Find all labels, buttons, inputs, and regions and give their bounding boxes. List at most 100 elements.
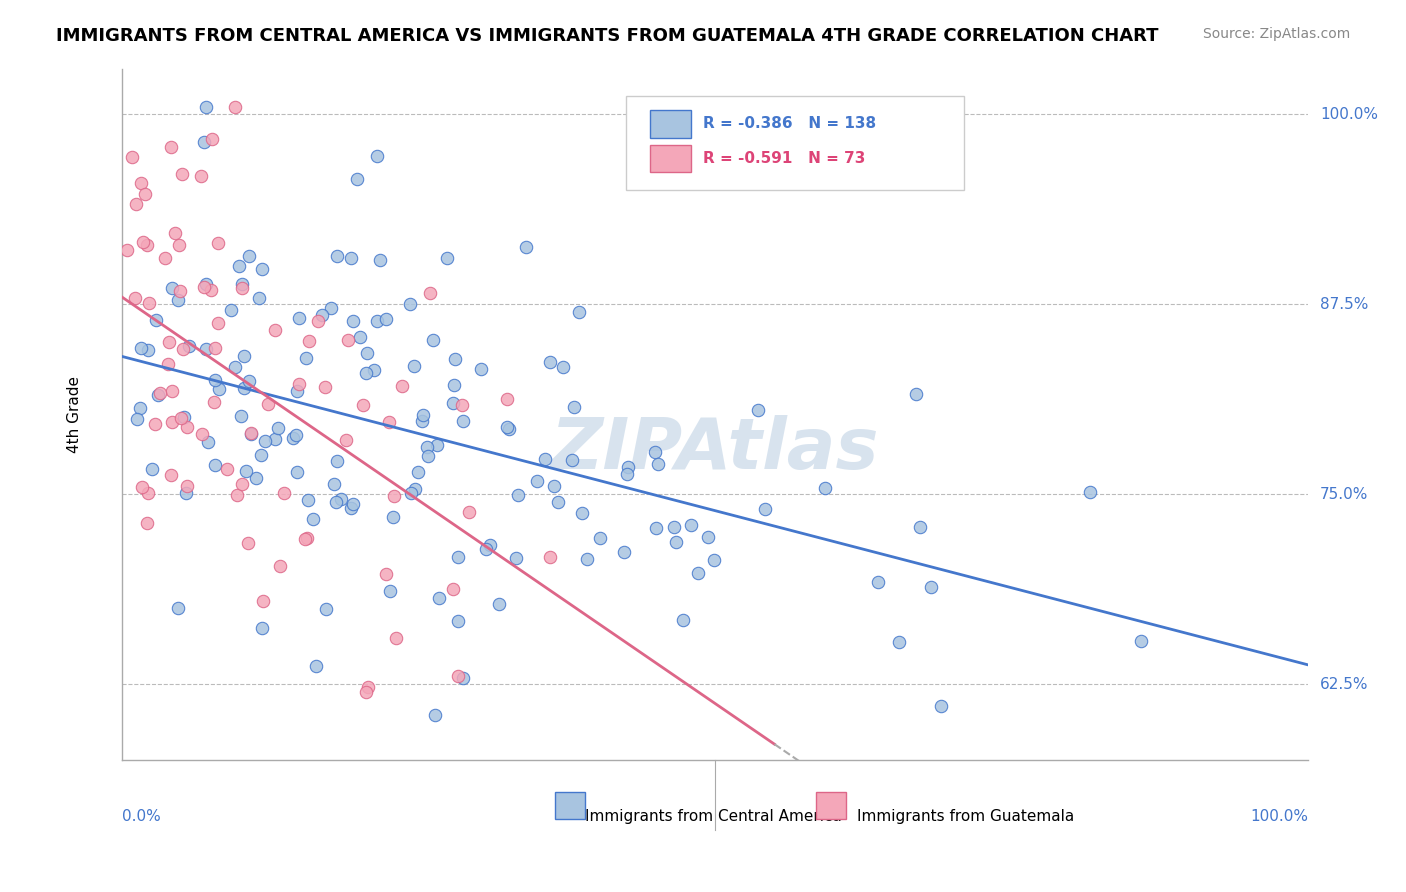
Point [252,621,274,635]
Point [163,226,186,240]
Point [128,401,150,416]
Point [219,302,242,317]
Point [315,601,337,615]
Point [645,521,668,535]
Point [190,169,212,183]
Point [226,487,249,501]
Point [217,461,239,475]
Point [267,421,290,435]
Point [157,357,180,371]
Point [194,342,217,356]
Point [190,427,212,442]
Point [681,518,703,533]
Point [441,582,464,596]
Point [404,483,426,497]
Point [176,479,198,493]
Point [252,594,274,608]
Bar [650,145,692,172]
Point [200,283,222,297]
Point [176,420,198,434]
Text: Immigrants from Guatemala: Immigrants from Guatemala [858,809,1074,824]
Point [245,471,267,485]
Point [177,339,200,353]
Point [382,509,405,524]
Point [238,250,260,264]
Point [702,553,724,567]
Point [143,417,166,432]
Point [349,330,371,344]
Point [391,379,413,393]
Point [229,409,252,423]
Point [754,501,776,516]
Point [228,259,250,273]
Point [160,468,183,483]
Point [236,536,259,550]
Bar [555,791,585,819]
Point [273,485,295,500]
Point [929,698,952,713]
Point [285,428,308,442]
Point [747,402,769,417]
Text: 4th Grade: 4th Grade [67,376,83,453]
Point [301,512,323,526]
Point [169,284,191,298]
Point [193,135,215,149]
Point [398,297,420,311]
Point [238,375,260,389]
Point [305,659,328,673]
Text: 100.0%: 100.0% [1320,107,1378,121]
Point [231,281,253,295]
Point [647,458,669,472]
Point [366,314,388,328]
Point [314,379,336,393]
FancyBboxPatch shape [626,96,965,190]
Point [508,488,530,502]
Point [208,382,231,396]
Point [194,99,217,113]
Point [375,312,398,326]
Point [444,352,467,367]
Point [356,346,378,360]
Point [374,567,396,582]
Point [686,566,709,580]
Point [672,613,695,627]
Point [138,296,160,310]
Point [613,545,636,559]
Point [908,520,931,534]
Point [470,361,492,376]
Point [1129,634,1152,648]
Point [204,341,226,355]
Point [250,448,273,462]
Point [269,559,291,574]
Point [408,465,430,479]
Point [170,410,193,425]
Text: Immigrants from Central America: Immigrants from Central America [585,809,842,824]
Point [616,467,638,481]
Point [295,351,318,366]
Text: IMMIGRANTS FROM CENTRAL AMERICA VS IMMIGRANTS FROM GUATEMALA 4TH GRADE CORRELATI: IMMIGRANTS FROM CENTRAL AMERICA VS IMMIG… [56,27,1159,45]
Point [257,397,280,411]
Point [571,506,593,520]
Point [515,240,537,254]
Point [287,384,309,398]
Point [416,440,439,454]
Point [665,534,688,549]
Point [575,552,598,566]
Point [134,187,156,202]
Point [447,669,470,683]
Text: 62.5%: 62.5% [1320,677,1368,692]
Point [174,486,197,500]
Point [129,341,152,355]
Point [447,614,470,628]
Point [382,490,405,504]
Point [162,384,184,398]
Point [329,492,352,507]
Point [366,149,388,163]
Point [526,475,548,489]
Point [224,99,246,113]
Bar [650,110,692,137]
Point [551,359,574,374]
Point [354,366,377,380]
Point [321,301,343,315]
Point [207,316,229,330]
